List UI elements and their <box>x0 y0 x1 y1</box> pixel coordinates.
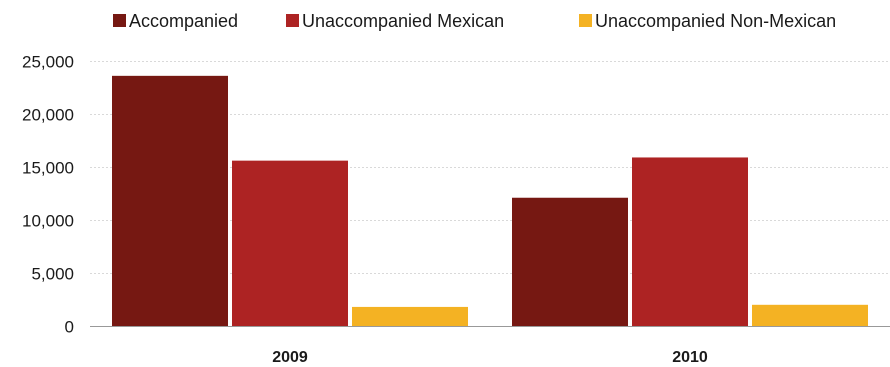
legend-label: Unaccompanied Mexican <box>302 11 504 31</box>
legend-swatch <box>579 14 592 27</box>
y-tick-label: 5,000 <box>31 265 74 284</box>
bars <box>112 75 868 326</box>
bar-unaccompanied-non-mexican-2009 <box>352 306 468 326</box>
y-tick-label: 0 <box>65 318 74 337</box>
legend-label: Unaccompanied Non-Mexican <box>595 11 836 31</box>
y-tick-label: 15,000 <box>22 159 74 178</box>
bar-unaccompanied-non-mexican-2010 <box>752 304 868 326</box>
bar-accompanied-2010 <box>512 197 628 326</box>
x-category-label: 2009 <box>272 349 308 366</box>
legend-label: Accompanied <box>129 11 238 31</box>
y-axis: 0 5,000 10,000 15,000 20,000 25,000 <box>22 53 74 337</box>
legend: Accompanied Unaccompanied Mexican Unaccomp… <box>113 11 836 31</box>
legend-swatch <box>113 14 126 27</box>
bar-unaccompanied-mexican-2010 <box>632 157 748 326</box>
y-tick-label: 20,000 <box>22 106 74 125</box>
y-tick-label: 10,000 <box>22 212 74 231</box>
y-tick-label: 25,000 <box>22 53 74 72</box>
x-category-label: 2010 <box>672 349 708 366</box>
legend-swatch <box>286 14 299 27</box>
bar-unaccompanied-mexican-2009 <box>232 160 348 326</box>
x-axis: 2009 2010 <box>272 349 708 366</box>
bar-accompanied-2009 <box>112 75 228 326</box>
